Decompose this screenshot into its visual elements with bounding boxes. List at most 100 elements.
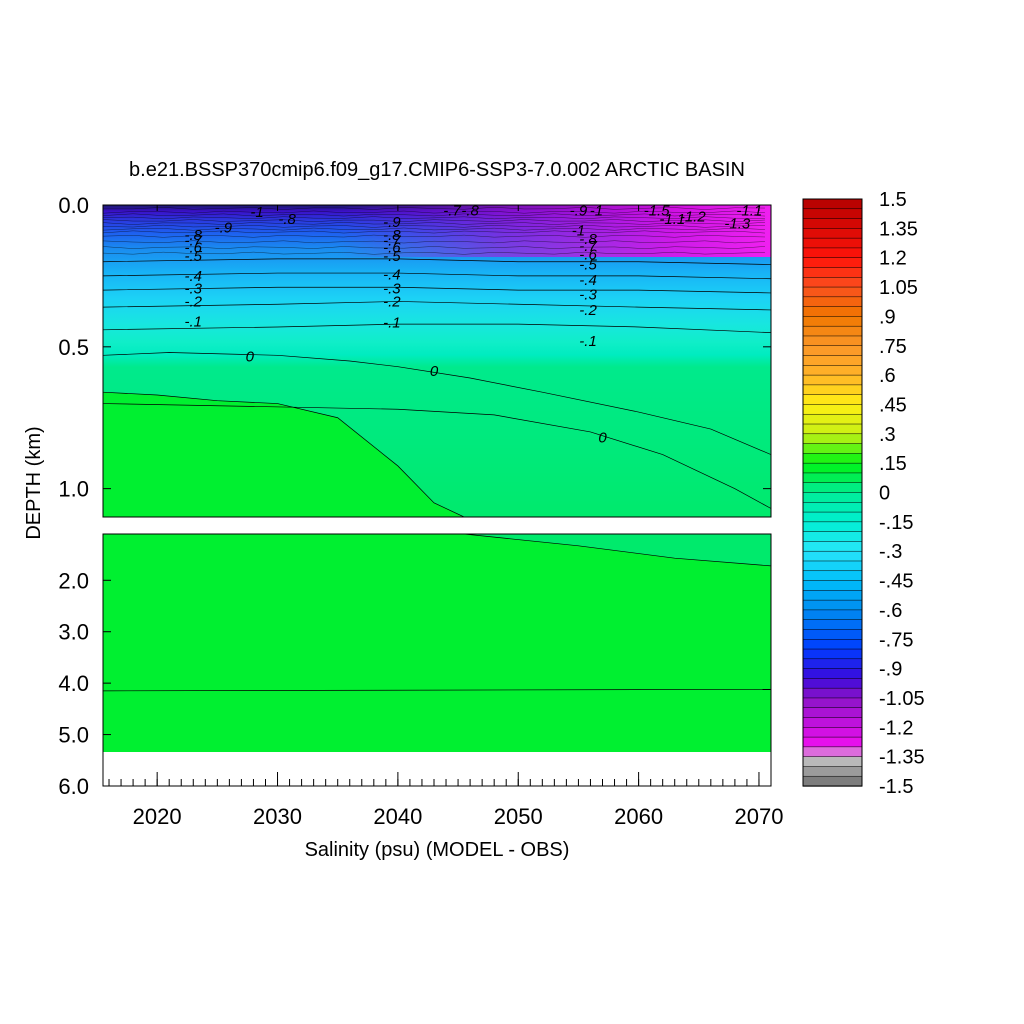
contour-line-5	[103, 323, 771, 333]
colorbar-label-17: -1.05	[879, 688, 925, 710]
colorbar-labels: 1.5 1.35 1.2 1.05 .9 .75 .6 .45 .3 .15 0 -.15 -.3 -.4…	[879, 189, 925, 798]
colorbar-swatch-34	[802, 531, 863, 543]
y-tick-label-lower-2: 4.0	[58, 671, 89, 696]
x-tick-label-2: 2040	[373, 804, 422, 829]
colorbar-swatch-29	[802, 482, 863, 494]
contour-label-18: -.6	[185, 240, 203, 257]
x-axis-title: Salinity (psu) (MODEL - OBS)	[305, 839, 570, 861]
lower-frame	[102, 533, 772, 787]
no-data-area	[103, 752, 771, 786]
contour-label-29: -1	[250, 204, 263, 221]
colorbar-swatch-16	[802, 355, 863, 366]
colorbar-swatch-5	[802, 247, 863, 259]
colorbar-swatch-54	[802, 727, 863, 738]
contour-label-19: -.6	[383, 240, 401, 257]
colorbar-label-19: -1.35	[879, 747, 925, 769]
y-axis-title: DEPTH (km)	[23, 426, 45, 539]
contour-line-6	[103, 301, 771, 311]
colorbar-label-10: 0	[879, 483, 890, 505]
surface-contour-1	[103, 210, 765, 214]
colorbar-swatch-33	[802, 521, 863, 533]
x-tick-label-0: 2020	[133, 804, 182, 829]
contour-line-lower-4	[103, 688, 771, 692]
colorbar-swatch-39	[802, 580, 863, 591]
colorbar-swatch-31	[802, 502, 863, 513]
colorbar-swatch-14	[802, 335, 863, 347]
colorbar-label-15: -.75	[879, 629, 913, 651]
colorbar-swatch-42	[802, 609, 863, 621]
colorbar-swatch-0	[802, 198, 863, 210]
contour-label-24: -.8	[185, 227, 203, 244]
upper-frame	[102, 204, 772, 518]
contour-label-34: -.9	[570, 203, 588, 220]
contour-label-6: -.2	[185, 293, 203, 310]
contour-line-lower-2	[464, 534, 771, 567]
colorbar-swatch-38	[802, 570, 863, 582]
contour-label-25: -.8	[383, 227, 401, 244]
colorbar-label-13: -.45	[879, 571, 913, 593]
contour-label-26: -.8	[579, 231, 597, 248]
surface-contour-4	[103, 219, 765, 222]
contour-line-3	[103, 403, 771, 509]
colorbar-label-8: .3	[879, 424, 896, 446]
colorbar-swatch-56	[802, 746, 863, 758]
colorbar-label-2: 1.2	[879, 248, 907, 270]
colorbar-label-12: -.3	[879, 541, 902, 563]
colorbar-swatch-10	[802, 296, 863, 308]
colorbar-label-9: .15	[879, 453, 907, 475]
contour-label-9: -.3	[185, 281, 203, 298]
zero-contour-region	[103, 392, 465, 517]
contour-label-33: -.7	[443, 203, 461, 220]
colorbar-swatch-13	[802, 325, 863, 337]
x-tick-label-3: 2050	[494, 804, 543, 829]
surface-contour-9	[103, 234, 765, 238]
bottom-minor-ticks	[108, 779, 772, 786]
colorbar-swatch-19	[802, 384, 863, 396]
colorbar-label-7: .45	[879, 394, 907, 416]
colorbar-swatch-6	[802, 257, 863, 269]
contour-label-31: -.8	[278, 211, 296, 228]
colorbar-swatch-11	[802, 306, 863, 318]
colorbar-swatch-9	[802, 286, 863, 298]
y-tick-label-upper-0: 0.0	[58, 193, 89, 218]
contour-label-32: -.8	[461, 203, 479, 220]
contour-label-8: -.2	[579, 302, 597, 319]
colorbar-label-3: 1.05	[879, 277, 918, 299]
y-tick-label-upper-1: 0.5	[58, 335, 89, 360]
colorbar-swatch-41	[802, 599, 863, 611]
colorbar-swatch-27	[802, 462, 863, 474]
y-tick-label-lower-3: 5.0	[58, 723, 89, 748]
colorbar-label-0: 1.5	[879, 189, 907, 211]
colorbar-swatch-3	[802, 228, 863, 239]
colorbar-label-14: -.6	[879, 600, 902, 622]
colorbar-swatch-7	[802, 267, 863, 278]
contour-line-8	[103, 272, 771, 280]
contour-label-27: -.9	[215, 220, 233, 237]
chart-title: b.e21.BSSP370cmip6.f09_g17.CMIP6-SSP3-7.…	[129, 159, 745, 181]
colorbar-swatch-49	[802, 678, 863, 689]
x-tick-label-5: 2070	[734, 804, 783, 829]
contour-label-28: -.9	[383, 214, 401, 231]
x-axis: 2020 2030 2040 2050 2060 2070	[133, 205, 783, 829]
contour-lines-lower	[103, 534, 771, 692]
surface-contour-12	[103, 251, 765, 255]
colorbar-swatch-40	[802, 590, 863, 601]
surface-contour-0	[103, 207, 765, 210]
contour-label-5: -.1	[579, 333, 597, 350]
colorbar-swatch-47	[802, 658, 863, 670]
contour-label-22: -.7	[383, 232, 401, 249]
colorbar-label-5: .75	[879, 336, 907, 358]
colorbar-swatch-53	[802, 717, 863, 728]
contour-lines-upper	[103, 207, 771, 517]
contour-label-21: -.7	[185, 232, 203, 249]
contour-label-39: -1.1	[736, 203, 762, 220]
contour-label-16: -.5	[383, 248, 401, 265]
colorbar-swatch-8	[802, 277, 863, 288]
contour-label-11: -.3	[579, 286, 597, 303]
surface-contour-3	[103, 216, 765, 220]
colorbar-swatch-52	[802, 707, 863, 719]
colorbar-label-11: -.15	[879, 512, 913, 534]
colorbar-swatch-46	[802, 648, 863, 660]
contour-label-2: 0	[598, 430, 607, 447]
colorbar-swatch-35	[802, 541, 863, 552]
